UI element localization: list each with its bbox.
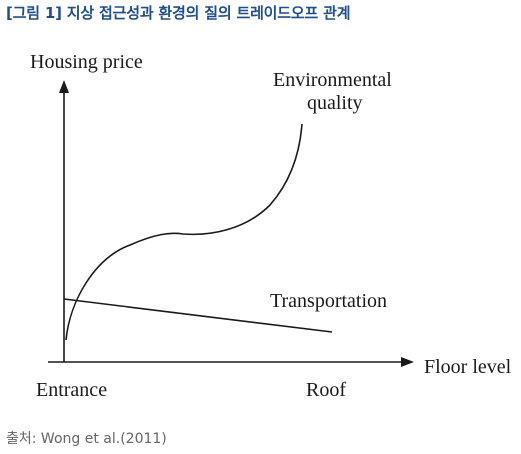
transportation-label: Transportation: [270, 290, 387, 312]
y-axis-label: Housing price: [30, 51, 143, 73]
figure-title: [그림 1] 지상 접근성과 환경의 질의 트레이드오프 관계: [6, 4, 351, 22]
x-axis-arrowhead: [401, 357, 414, 367]
source-note: 출처: Wong et al.(2011): [6, 431, 167, 447]
x-axis-label: Floor level: [424, 356, 512, 378]
environmental-quality-label-line1: Environmental: [273, 69, 392, 91]
environmental-quality-label-line2: quality: [307, 92, 363, 114]
y-axis-arrowhead: [59, 80, 69, 93]
x-end-label: Roof: [306, 379, 346, 401]
x-start-label: Entrance: [36, 379, 107, 401]
transportation-line: [63, 298, 333, 333]
environmental-quality-curve: [65, 123, 303, 341]
